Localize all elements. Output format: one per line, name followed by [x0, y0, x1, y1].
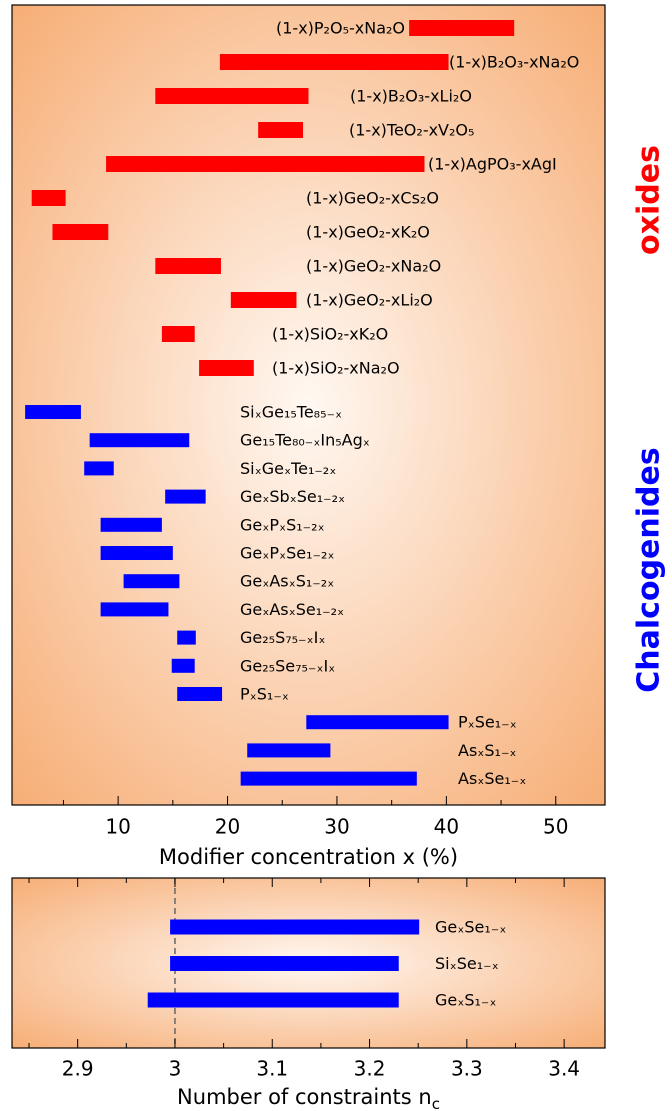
x-axis-label-text: Modifier concentration x (%)	[159, 845, 458, 869]
range-bar	[170, 956, 399, 971]
range-bar	[177, 687, 223, 701]
x-tick-label: 40	[434, 815, 459, 839]
bar-label: GeₓAsₓS₁₋₂ₓ	[240, 572, 334, 591]
x-axis-label: Modifier concentration x (%)	[159, 845, 458, 869]
bar-label: (1-x)GeO₂-xLi₂O	[306, 291, 433, 310]
range-bar	[89, 433, 190, 448]
bar-label: SiₓGe₁₅Te₈₅₋ₓ	[240, 403, 342, 422]
range-bar	[409, 20, 515, 36]
bar-label: GeₓAsₓSe₁₋₂ₓ	[240, 600, 344, 619]
bar-label: AsₓSe₁₋ₓ	[458, 769, 526, 788]
range-bar	[100, 517, 162, 532]
plot-frame	[11, 877, 606, 1049]
bar-label: GeₓSe₁₋ₓ	[435, 918, 506, 937]
x-tick-label: 30	[324, 815, 349, 839]
range-bar	[123, 574, 180, 589]
x-tick-label: 3.1	[256, 1057, 288, 1081]
bar-label: (1-x)SiO₂-xK₂O	[272, 325, 388, 344]
range-bar	[258, 122, 304, 138]
x-tick-label: 20	[215, 815, 240, 839]
range-bar	[171, 658, 195, 673]
range-bar	[306, 715, 449, 730]
range-bar	[100, 546, 173, 560]
range-bar	[177, 630, 196, 645]
plot-frame	[11, 4, 606, 806]
range-bar	[25, 405, 81, 419]
range-bar	[155, 88, 309, 104]
x-axis-label-subscript: c	[432, 1095, 440, 1111]
range-bar	[165, 489, 206, 504]
x-axis-label-text: Number of constraints n	[177, 1085, 432, 1109]
range-bar	[230, 292, 297, 308]
x-tick-label: 3	[169, 1057, 182, 1081]
bar-label: (1-x)P₂O₅-xNa₂O	[276, 19, 405, 38]
range-bar	[147, 992, 399, 1008]
range-bar	[106, 156, 425, 172]
bar-label: SiₓSe₁₋ₓ	[435, 954, 499, 973]
bar-label: PₓSe₁₋ₓ	[458, 713, 517, 732]
x-axis-label: Number of constraints nc	[177, 1085, 440, 1111]
x-tick-label: 10	[105, 815, 130, 839]
range-bar	[199, 360, 254, 376]
range-bar	[31, 190, 66, 206]
bar-label: (1-x)B₂O₃-xLi₂O	[350, 87, 472, 106]
range-bar	[100, 602, 169, 617]
bar-label: GeₓSbₓSe₁₋₂ₓ	[240, 487, 345, 506]
bar-label: (1-x)TeO₂-xV₂O₅	[349, 121, 474, 140]
group-label: Chalcogenides	[632, 447, 667, 692]
bar-label: SiₓGeₓTe₁₋₂ₓ	[240, 459, 336, 478]
bar-label: GeₓS₁₋ₓ	[435, 991, 496, 1010]
x-tick-label: 3.3	[451, 1057, 483, 1081]
bar-label: Ge₂₅Se₇₅₋ₓIₓ	[240, 656, 335, 675]
x-tick-label: 3.2	[354, 1057, 386, 1081]
range-bar	[155, 258, 221, 274]
range-bar	[52, 224, 109, 240]
bar-label: GeₓPₓSe₁₋₂ₓ	[240, 544, 334, 563]
x-tick-label: 2.9	[62, 1057, 94, 1081]
range-bar	[247, 743, 331, 758]
bar-label: Ge₁₅Te₈₀₋ₓIn₅Agₓ	[240, 431, 370, 450]
bar-label: AsₓS₁₋ₓ	[458, 741, 517, 760]
bar-label: (1-x)GeO₂-xCs₂O	[306, 189, 439, 208]
bar-label: (1-x)SiO₂-xNa₂O	[272, 359, 400, 378]
bar-label: (1-x)GeO₂-xNa₂O	[306, 257, 441, 276]
plot-background	[12, 5, 605, 805]
x-tick-label: 50	[543, 815, 568, 839]
x-tick-label: 3.4	[548, 1057, 580, 1081]
bar-label: (1-x)AgPO₃-xAgI	[428, 155, 557, 174]
group-label: oxides	[632, 145, 667, 255]
bar-label: PₓS₁₋ₓ	[240, 685, 289, 704]
range-bar	[84, 461, 114, 476]
bar-label: GeₓPₓS₁₋₂ₓ	[240, 515, 325, 534]
bar-label: Ge₂₅S₇₅₋ₓIₓ	[240, 628, 325, 647]
range-bar	[219, 54, 449, 70]
range-bar	[240, 771, 417, 786]
range-bar	[161, 326, 195, 342]
bar-label: (1-x)GeO₂-xK₂O	[306, 223, 430, 242]
bar-label: (1-x)B₂O₃-xNa₂O	[449, 53, 579, 72]
range-bar	[170, 919, 420, 935]
